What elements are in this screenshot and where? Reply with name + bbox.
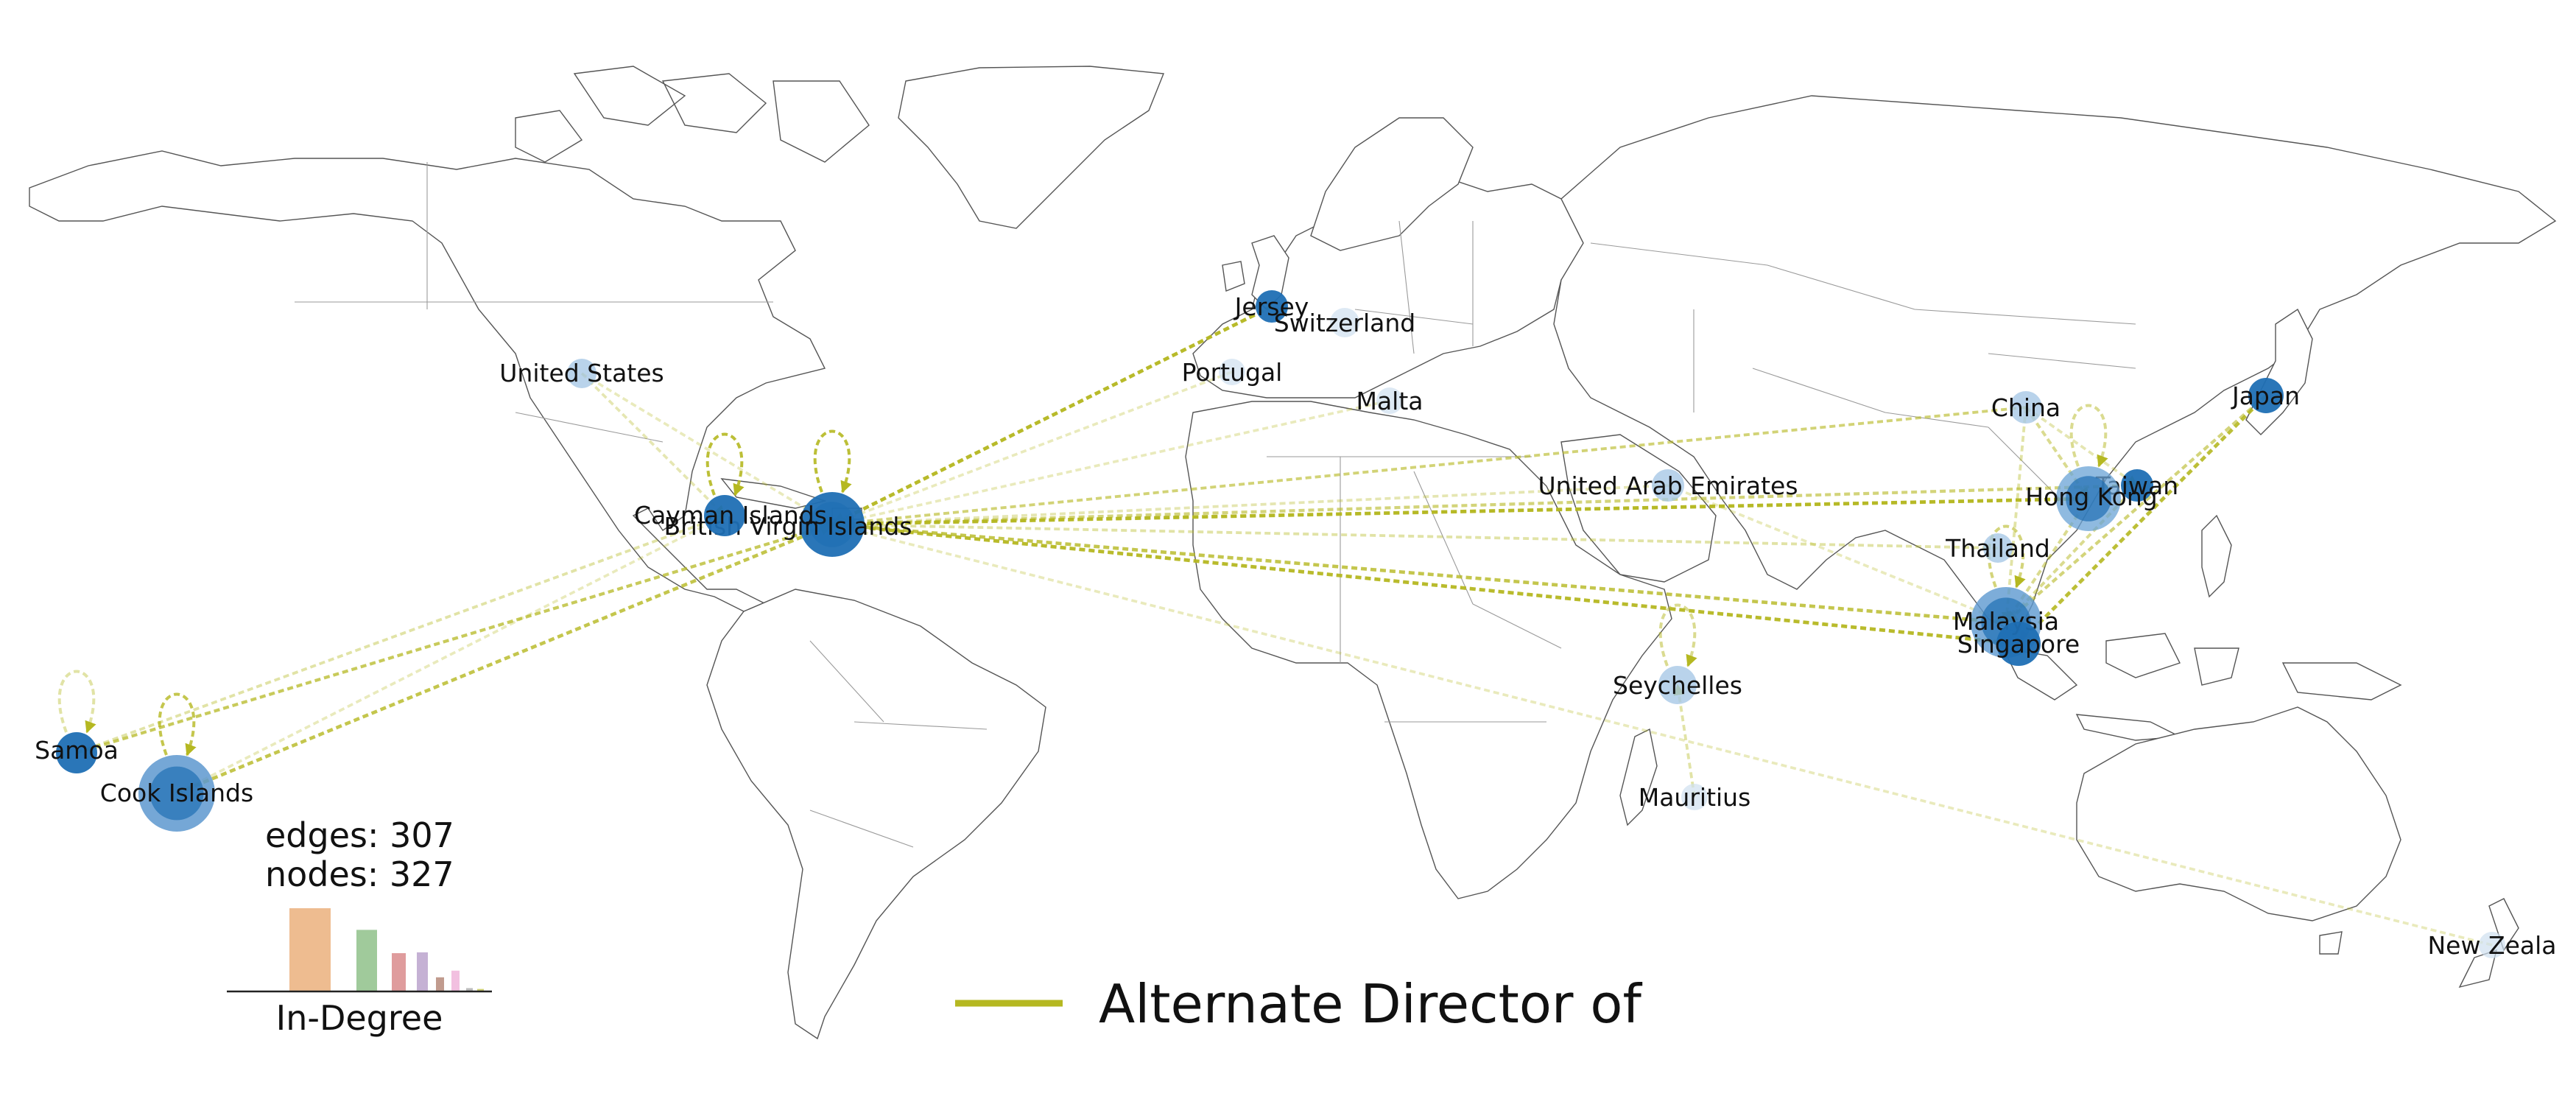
edge-singapore-to-bvi <box>831 519 2019 645</box>
country-borders <box>295 162 2136 848</box>
node-label-us: United States <box>499 359 664 387</box>
histogram-bar-4 <box>417 952 428 991</box>
nodes-count: nodes: 327 <box>265 854 454 894</box>
edges-count: edges: 307 <box>265 815 454 855</box>
histogram-bar-6 <box>451 970 460 991</box>
edge-thailand-to-bvi <box>831 519 1999 550</box>
node-label-singapore: Singapore <box>1957 630 2080 659</box>
self-loop-cayman <box>705 432 745 496</box>
node-china[interactable] <box>2010 391 2042 424</box>
node-label-samoa: Samoa <box>35 736 119 765</box>
node-label-thailand: Thailand <box>1945 534 2050 563</box>
node-mauritius[interactable] <box>1681 784 1708 810</box>
self-loop-samoa <box>57 670 96 734</box>
edge-hk-to-bvi <box>831 497 2089 530</box>
edge-china-to-bvi <box>831 406 2027 529</box>
self-loop-seychelles <box>1658 603 1697 667</box>
node-japan[interactable] <box>2248 378 2284 413</box>
edge-jersey-to-bvi <box>831 305 1273 526</box>
node-taiwan[interactable] <box>2121 469 2153 502</box>
edge-uae-to-malaysia <box>1667 484 2007 624</box>
edge-cook-to-bvi <box>176 522 834 796</box>
node-label-mauritius: Mauritius <box>1639 783 1751 812</box>
edge-samoa-to-bvi <box>76 522 834 754</box>
node-jersey[interactable] <box>1256 290 1288 323</box>
arctic-islands-outline <box>515 66 870 163</box>
edge-china-to-malaysia <box>2001 407 2027 624</box>
edge-japan-to-singapore <box>2017 394 2267 645</box>
tasmania-outline <box>2319 931 2343 955</box>
node-label-uae: United Arab Emirates <box>1538 471 1798 500</box>
node-thailand[interactable] <box>1983 533 2013 563</box>
edge-japan-to-malaysia <box>2005 394 2267 624</box>
edge-cook-to-cayman <box>176 514 726 795</box>
edge-taiwan-to-bvi <box>831 483 2138 530</box>
node-singapore[interactable] <box>1996 622 2041 666</box>
south-america-outline <box>706 589 1046 1040</box>
node-label-cook: Cook Islands <box>100 779 253 807</box>
edge-us-to-cayman <box>580 372 726 517</box>
legend-label: Alternate Director of <box>1099 973 1642 1035</box>
edge-layer <box>57 304 2493 947</box>
node-core-cook <box>149 766 204 821</box>
histogram-bar-7 <box>466 988 473 991</box>
philippines-outline <box>2201 514 2232 598</box>
node-samoa[interactable] <box>56 732 97 773</box>
madagascar-outline <box>1619 728 1658 826</box>
edge-uae-to-bvi <box>831 484 1669 530</box>
node-label-hk: Hong Kong <box>2025 482 2157 511</box>
node-nz[interactable] <box>2479 932 2505 958</box>
self-loop-cook <box>158 692 197 756</box>
edge-china-to-taiwan <box>2024 406 2139 487</box>
node-label-china: China <box>1991 393 2061 422</box>
node-seychelles[interactable] <box>1658 666 1697 704</box>
node-label-malta: Malta <box>1356 387 1423 415</box>
self-loop-bvi <box>813 429 852 494</box>
node-cayman[interactable] <box>704 495 745 536</box>
node-label-switzerland: Switzerland <box>1274 309 1416 337</box>
node-label-jersey: Jersey <box>1234 292 1309 321</box>
histogram-bar-8 <box>477 989 484 991</box>
node-label-japan: Japan <box>2231 382 2300 410</box>
histogram-title: In-Degree <box>276 998 443 1038</box>
edge-samoa-to-bvi <box>76 522 834 755</box>
self-loop-hk <box>2069 404 2108 468</box>
node-switzerland[interactable] <box>1330 308 1359 337</box>
histogram-bar-3 <box>392 953 406 991</box>
histogram-bar-2 <box>356 930 377 991</box>
edge-samoa-to-cayman <box>76 513 726 754</box>
greenland-outline <box>898 66 1164 229</box>
node-malta[interactable] <box>1376 387 1403 414</box>
edge-portugal-to-bvi <box>831 371 1233 527</box>
edge-us-to-bvi <box>581 372 834 526</box>
histogram-bar-5 <box>436 977 444 991</box>
edge-china-to-bvi <box>831 406 2027 530</box>
in-degree-histogram <box>289 908 484 991</box>
node-portugal[interactable] <box>1219 359 1245 385</box>
africa-outline <box>1185 401 1672 899</box>
node-core-hk <box>2066 476 2111 522</box>
edge-hk-to-bvi <box>831 496 2089 531</box>
node-core-bvi <box>809 502 855 547</box>
basemap <box>29 66 2557 1040</box>
node-label-seychelles: Seychelles <box>1613 671 1742 700</box>
node-label-nz: New Zeala <box>2428 931 2557 960</box>
scandinavia-outline <box>1310 117 1474 251</box>
node-us[interactable] <box>567 359 597 388</box>
node-label-portugal: Portugal <box>1182 358 1283 387</box>
histogram-bar-1 <box>289 908 331 991</box>
self-loop-malaysia <box>1987 524 2026 589</box>
edge-nz-to-bvi <box>831 522 2493 947</box>
node-label-cayman: Cayman Islands <box>634 501 827 530</box>
north-america-outline <box>29 150 826 612</box>
australia-outline <box>2076 706 2401 921</box>
edge-malaysia-to-bvi <box>831 519 2007 625</box>
node-uae[interactable] <box>1652 469 1684 502</box>
